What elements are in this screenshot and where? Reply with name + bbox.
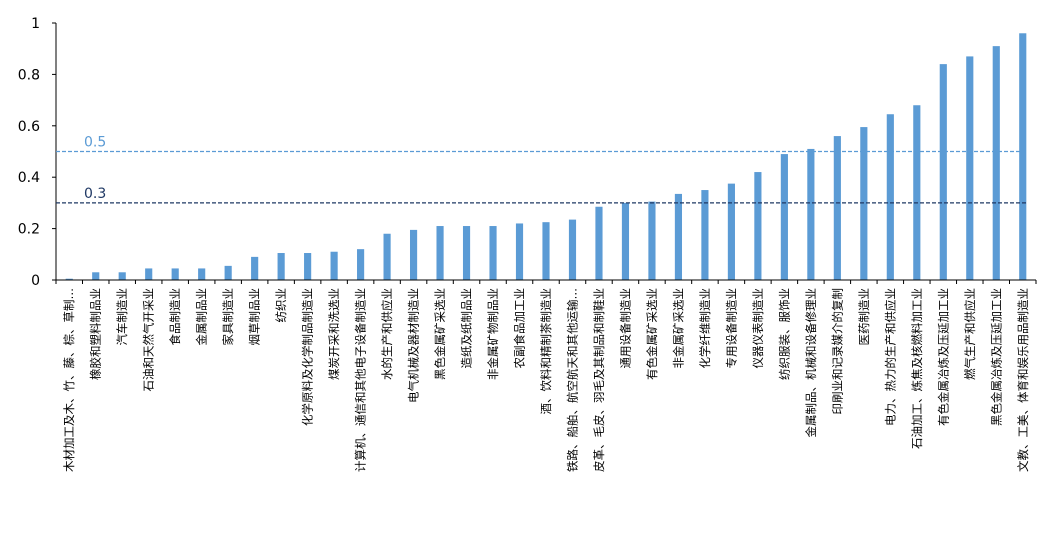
x-category-label: 铁路、船舶、航空航天和其他运输… [565, 288, 579, 472]
x-category-label: 金属制品业 [195, 288, 209, 346]
x-category-label: 纺织服装、服饰业 [777, 288, 791, 380]
y-tick-label: 0.4 [18, 170, 40, 186]
x-category-label: 计算机、通信和其他电子设备制造业 [354, 288, 368, 472]
x-category-label: 家具制造业 [221, 288, 235, 346]
bar [807, 148, 815, 280]
bar [621, 202, 630, 280]
x-category-label: 食品制造业 [168, 288, 182, 346]
bar [701, 190, 709, 280]
bar [542, 222, 550, 280]
reference-line-label: 0.5 [84, 135, 106, 151]
bar [198, 268, 206, 280]
x-category-label: 化学纤维制造业 [698, 288, 712, 369]
y-tick-label: 1 [31, 16, 40, 32]
y-tick-label: 0.2 [18, 222, 40, 238]
bar [92, 272, 100, 280]
x-category-label: 石油和天然气开采业 [142, 288, 156, 392]
x-category-label: 皮革、毛皮、羽毛及其制品和制鞋业 [592, 288, 606, 472]
x-category-label: 烟草制品业 [248, 288, 262, 346]
x-category-label: 金属制品、机械和设备修理业 [804, 288, 818, 438]
x-category-label: 化学原料及化学制品制造业 [301, 288, 315, 426]
bar [754, 172, 762, 280]
bar [913, 105, 921, 281]
x-category-label: 农副食品加工业 [513, 288, 527, 369]
x-category-label: 电气机械及器材制造业 [407, 288, 421, 403]
x-category-label: 纺织业 [274, 288, 288, 323]
y-tick-label: 0.6 [18, 119, 40, 135]
x-category-label: 汽车制造业 [115, 288, 129, 346]
x-category-label: 非金属矿物制品业 [486, 288, 500, 380]
x-category-label: 造纸及纸制品业 [460, 288, 474, 369]
bar [886, 114, 894, 280]
bar [171, 268, 179, 280]
bar [409, 229, 418, 280]
bar [966, 56, 974, 280]
y-axis: 0 0.2 0.4 0.6 0.8 1 [18, 16, 57, 289]
bar [648, 201, 656, 280]
bar [145, 268, 153, 280]
x-category-label: 非金属矿采选业 [671, 288, 685, 369]
x-category-label: 文教、工美、体育和娱乐用品制造业 [1016, 288, 1030, 472]
bar [595, 206, 603, 280]
bar [462, 226, 471, 280]
x-category-label: 橡胶和塑料制品业 [89, 288, 103, 380]
bar [383, 233, 391, 280]
x-category-label: 医药制造业 [857, 288, 871, 346]
x-category-label: 酒、饮料和精制茶制造业 [539, 288, 553, 415]
x-category-label: 燃气生产和供应业 [963, 288, 977, 380]
bar [118, 272, 126, 280]
bar [357, 249, 365, 280]
bar [330, 251, 338, 280]
x-category-label: 黑色金属矿采选业 [433, 288, 447, 380]
bar [304, 253, 312, 280]
y-tick-label: 0 [31, 273, 40, 289]
bar [568, 219, 577, 280]
bar [515, 223, 524, 280]
bar [727, 183, 735, 280]
reference-lines: 0.5 0.3 [56, 135, 1026, 204]
x-category-label: 有色金属矿采选业 [645, 288, 659, 380]
bar [780, 154, 788, 280]
bar [833, 136, 841, 280]
bar [674, 193, 683, 280]
x-category-label: 仪器仪表制造业 [751, 288, 765, 369]
x-category-label: 水的生产和供应业 [380, 288, 394, 380]
x-category-label: 有色金属冶炼及压延加工业 [936, 288, 950, 426]
bar [277, 253, 285, 280]
x-axis: 木材加工及木、竹、藤、棕、草制… 橡胶和塑料制品业 汽车制造业 石油和天然气开采业 食品… [55, 279, 1037, 472]
x-category-label: 煤炭开采和洗选业 [327, 288, 341, 380]
x-category-label: 黑色金属冶炼及压延加工业 [989, 288, 1003, 426]
x-category-label: 石油加工、炼焦及核燃料加工业 [910, 288, 924, 449]
reference-line-label: 0.3 [84, 186, 106, 202]
bar [1019, 33, 1027, 280]
bar [939, 64, 947, 281]
y-tick-label: 0.8 [18, 67, 40, 83]
bar [992, 46, 1000, 280]
bar [489, 226, 497, 280]
bar [436, 226, 444, 280]
bar [65, 278, 73, 280]
bars [65, 33, 1027, 281]
x-category-label: 印刷业和记录媒介的复制 [830, 288, 844, 415]
bar [224, 265, 232, 280]
x-category-label: 专用设备制造业 [724, 288, 738, 369]
x-category-label: 电力、热力的生产和供应业 [883, 288, 897, 426]
x-category-label: 木材加工及木、竹、藤、棕、草制… [62, 288, 76, 472]
x-category-label: 通用设备制造业 [618, 288, 632, 369]
bar [251, 256, 259, 280]
